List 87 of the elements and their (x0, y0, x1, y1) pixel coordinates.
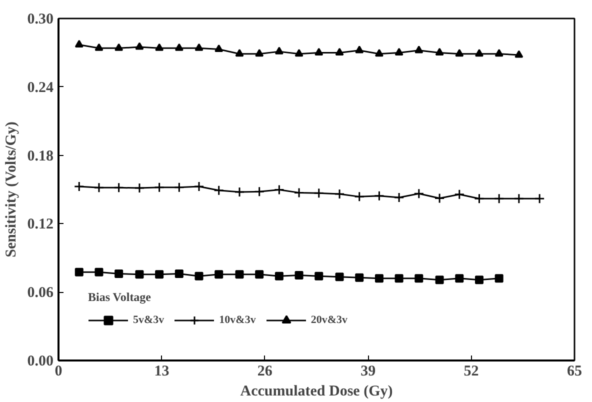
point (494, 49, 504, 57)
point (294, 49, 304, 57)
point (394, 192, 404, 203)
point (494, 193, 504, 204)
point (194, 272, 204, 280)
point (114, 182, 124, 193)
point (514, 50, 524, 58)
point (414, 46, 424, 54)
point (135, 270, 144, 279)
point (335, 272, 344, 282)
x-tick-label: 26 (257, 364, 273, 380)
point (455, 274, 464, 283)
point (294, 187, 304, 198)
point (355, 46, 364, 54)
point (194, 43, 204, 51)
point (355, 273, 364, 282)
y-tick-label: 0.18 (27, 148, 54, 164)
point (114, 43, 124, 51)
x-tick-label: 39 (360, 364, 376, 380)
y-axis-title: Sensitivity (Volts/Gy) (3, 122, 20, 258)
point (255, 49, 264, 57)
point (174, 43, 184, 51)
point (435, 48, 444, 56)
point (294, 270, 304, 280)
point (335, 48, 344, 56)
point (334, 188, 345, 200)
x-axis-title: Accumulated Dose (Gy) (240, 384, 393, 400)
point (274, 272, 284, 280)
point (254, 186, 265, 197)
point (154, 182, 165, 193)
point (394, 48, 404, 56)
point (354, 191, 365, 202)
point (94, 268, 104, 276)
point (474, 193, 484, 204)
y-tick-label: 0.24 (27, 80, 54, 96)
point (455, 49, 464, 57)
legend-label: 20v&3v (310, 314, 348, 326)
point (74, 181, 84, 192)
point (274, 184, 284, 195)
point (74, 40, 84, 48)
legend-label: 10v&3v (219, 314, 256, 326)
point (274, 46, 284, 54)
point (394, 274, 404, 283)
point (314, 272, 324, 280)
y-tick-label: 0.12 (27, 216, 54, 233)
point (214, 44, 224, 52)
point (155, 270, 164, 279)
point (314, 48, 324, 56)
point (235, 49, 244, 57)
legend-title: Bias Voltage (88, 290, 152, 305)
point (474, 276, 484, 284)
point (94, 43, 104, 51)
point (534, 193, 545, 204)
point (214, 270, 224, 279)
point (174, 269, 184, 278)
point (94, 182, 104, 193)
point (74, 268, 84, 276)
point (374, 49, 384, 57)
point (194, 181, 204, 192)
point (135, 42, 144, 50)
point (114, 269, 124, 278)
point (214, 185, 224, 196)
point (235, 270, 244, 279)
point (514, 193, 524, 204)
y-tick-label: 0.30 (27, 12, 54, 28)
point (474, 49, 484, 57)
point (374, 190, 384, 202)
legend-label: 5v&3v (133, 314, 164, 326)
x-tick-label: 13 (154, 364, 170, 380)
point (255, 270, 264, 279)
point (414, 188, 424, 199)
point (435, 276, 444, 284)
x-tick-label: 52 (464, 364, 479, 380)
point (134, 182, 145, 194)
point (234, 186, 245, 198)
x-tick-label: 0 (54, 364, 62, 380)
x-tick-label: 65 (567, 364, 582, 380)
point (434, 193, 445, 204)
y-tick-label: 0.06 (27, 285, 54, 302)
point (454, 189, 465, 200)
point (414, 274, 424, 283)
point (494, 274, 504, 283)
y-tick-label: 0.00 (27, 354, 54, 370)
point (314, 188, 324, 198)
point (174, 182, 184, 193)
point (155, 43, 164, 51)
point (374, 274, 384, 283)
